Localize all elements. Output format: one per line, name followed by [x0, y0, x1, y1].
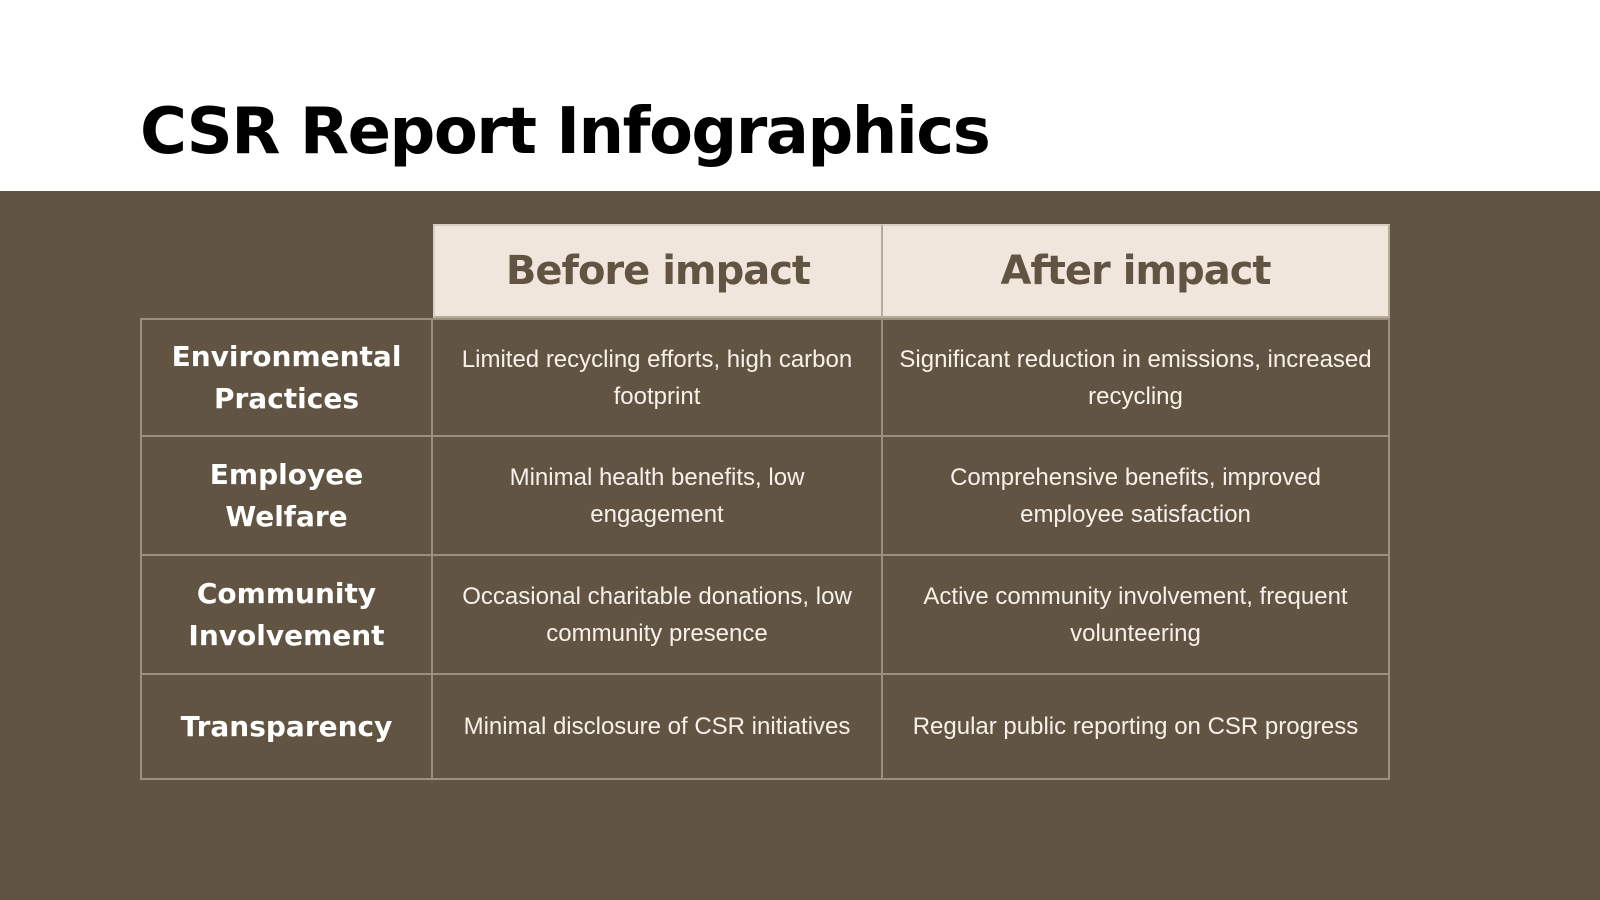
cell-before-environmental: Limited recycling efforts, high carbon f…: [433, 318, 883, 437]
row-header-environmental: Environmental Practices: [140, 318, 433, 437]
cell-after-employee: Comprehensive benefits, improved employe…: [883, 437, 1390, 556]
row-header-label: Community Involvement: [188, 576, 385, 652]
cell-after-environmental: Significant reduction in emissions, incr…: [883, 318, 1390, 437]
row-header-community: Community Involvement: [140, 556, 433, 675]
cell-before-community: Occasional charitable donations, low com…: [433, 556, 883, 675]
table-corner-empty: [140, 224, 433, 318]
row-header-transparency: Transparency: [140, 675, 433, 780]
comparison-table: Before impact After impact Environmental…: [140, 224, 1390, 780]
row-header-employee: Employee Welfare: [140, 437, 433, 556]
column-header-before: Before impact: [433, 224, 883, 318]
row-header-label: Transparency: [180, 709, 393, 743]
cell-after-transparency: Regular public reporting on CSR progress: [883, 675, 1390, 780]
cell-before-employee: Minimal health benefits, low engagement: [433, 437, 883, 556]
page-title: CSR Report Infographics: [140, 95, 991, 169]
row-header-label: Employee Welfare: [209, 457, 364, 533]
cell-after-community: Active community involvement, frequent v…: [883, 556, 1390, 675]
row-header-label: Environmental Practices: [171, 339, 402, 415]
column-header-after: After impact: [883, 224, 1390, 318]
cell-before-transparency: Minimal disclosure of CSR initiatives: [433, 675, 883, 780]
